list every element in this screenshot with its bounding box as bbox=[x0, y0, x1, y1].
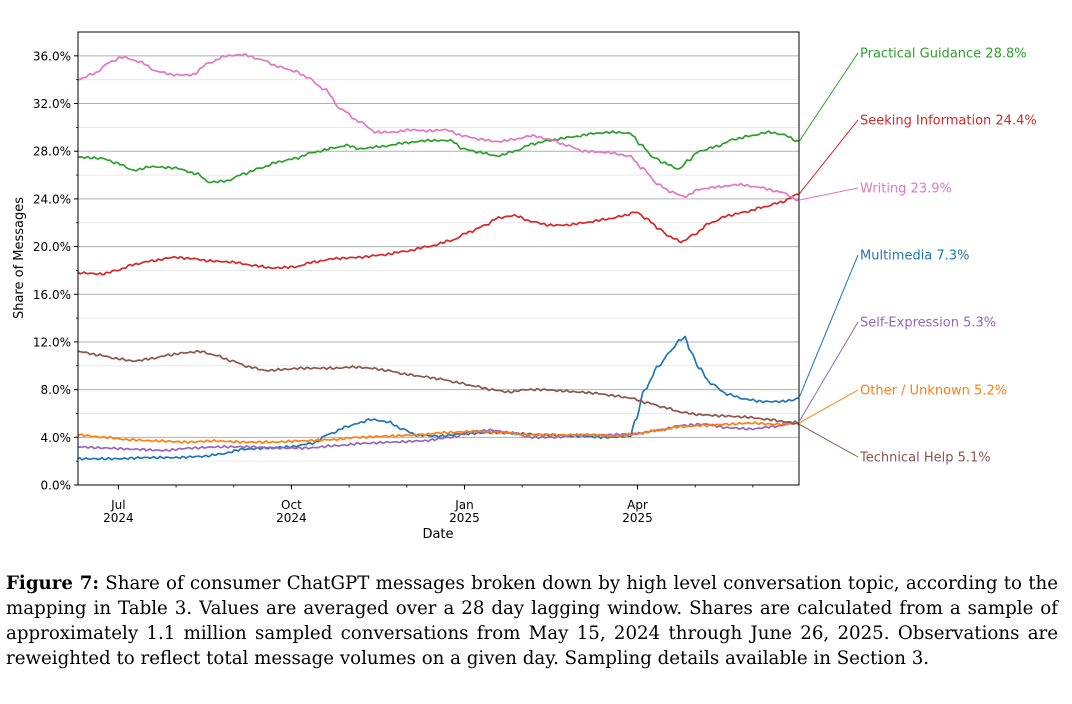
label-connector bbox=[798, 119, 859, 195]
series-end-label: Writing 23.9% bbox=[860, 182, 952, 197]
y-tick-label: 28.0% bbox=[33, 145, 71, 159]
series-end-label: Multimedia 7.3% bbox=[860, 249, 969, 264]
y-tick-label: 20.0% bbox=[33, 240, 71, 254]
x-tick-month: Apr bbox=[627, 498, 648, 512]
y-tick-label: 4.0% bbox=[41, 431, 72, 445]
gridlines bbox=[78, 55, 799, 486]
x-tick-year: 2025 bbox=[449, 511, 480, 525]
series-line-writing bbox=[77, 53, 800, 202]
label-connector bbox=[798, 389, 859, 424]
y-axis-label: Share of Messages bbox=[12, 197, 27, 319]
x-axis-label: Date bbox=[422, 527, 453, 542]
series-line-seeking-information bbox=[77, 193, 800, 276]
series-line-practical-guidance bbox=[77, 130, 800, 184]
topic-share-chart: 0.0% 4.0% 8.0% 12.0% 16.0% 20.0% 24.0% 28.0% 32.… bbox=[12, 31, 1037, 542]
plot-frame bbox=[77, 31, 800, 486]
y-tick-label: 8.0% bbox=[41, 383, 72, 397]
y-tick-label: 0.0% bbox=[41, 479, 72, 493]
label-connector bbox=[798, 423, 859, 458]
end-labels: Practical Guidance 28.8% Seeking Informat… bbox=[798, 47, 1037, 466]
y-tick-label: 36.0% bbox=[33, 49, 71, 63]
series-line-technical-help bbox=[77, 350, 800, 426]
label-connector bbox=[798, 321, 859, 423]
label-connector bbox=[798, 187, 859, 201]
series-end-label: Other / Unknown 5.2% bbox=[860, 384, 1007, 399]
x-tick-month: Oct bbox=[281, 498, 302, 512]
series-lines bbox=[77, 53, 800, 461]
y-tick-label: 24.0% bbox=[33, 192, 71, 206]
label-connector bbox=[798, 254, 859, 399]
y-tick-label: 32.0% bbox=[33, 97, 71, 111]
caption-text: Share of consumer ChatGPT messages broke… bbox=[6, 573, 1058, 669]
label-connector bbox=[798, 52, 859, 142]
caption-label: Figure 7: bbox=[6, 573, 100, 594]
figure-caption: Figure 7: Share of consumer ChatGPT mess… bbox=[6, 571, 1058, 671]
x-tick-year: 2024 bbox=[276, 511, 307, 525]
series-end-label: Practical Guidance 28.8% bbox=[860, 47, 1027, 62]
y-tick-label: 16.0% bbox=[33, 288, 71, 302]
minor-tick-marks bbox=[76, 79, 754, 488]
series-end-label: Technical Help 5.1% bbox=[859, 451, 991, 466]
x-tick-year: 2025 bbox=[622, 511, 653, 525]
series-line-multimedia bbox=[77, 335, 800, 461]
y-axis-ticks: 0.0% 4.0% 8.0% 12.0% 16.0% 20.0% 24.0% 28.0% 32.… bbox=[33, 49, 78, 493]
series-end-label: Seeking Information 24.4% bbox=[860, 114, 1037, 129]
series-end-label: Self-Expression 5.3% bbox=[860, 316, 996, 331]
x-tick-month: Jan bbox=[454, 498, 474, 512]
x-tick-year: 2024 bbox=[103, 511, 134, 525]
x-tick-month: Jul bbox=[110, 498, 125, 512]
series-line-self-expression bbox=[77, 420, 800, 452]
y-tick-label: 12.0% bbox=[33, 335, 71, 349]
series-line-other-unknown bbox=[77, 421, 800, 445]
